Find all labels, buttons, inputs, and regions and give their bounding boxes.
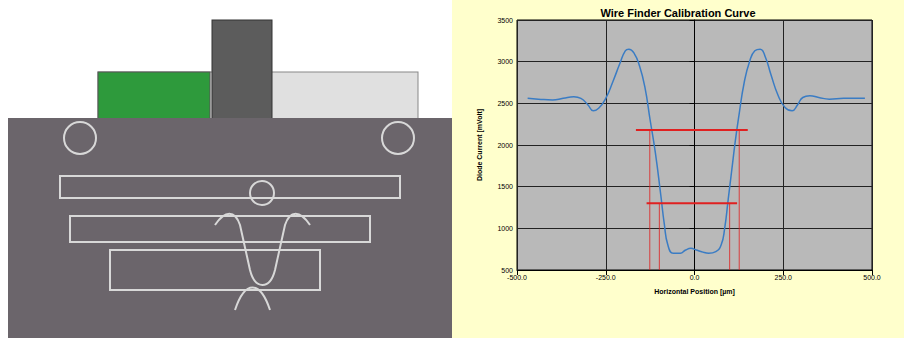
svg-text:-500.0: -500.0 xyxy=(507,274,527,281)
svg-text:2000: 2000 xyxy=(497,142,513,149)
svg-text:Horizontal Position [µm]: Horizontal Position [µm] xyxy=(654,288,735,296)
svg-text:1000: 1000 xyxy=(497,225,513,232)
svg-text:3000: 3000 xyxy=(497,58,513,65)
svg-text:0.0: 0.0 xyxy=(690,274,700,281)
svg-text:500.0: 500.0 xyxy=(863,274,881,281)
svg-text:3500: 3500 xyxy=(497,17,513,24)
svg-text:1500: 1500 xyxy=(497,183,513,190)
svg-text:-250.0: -250.0 xyxy=(596,274,616,281)
svg-text:250.0: 250.0 xyxy=(774,274,792,281)
svg-text:Diode Current [mVolt]: Diode Current [mVolt] xyxy=(476,109,484,181)
svg-text:Wire Finder Calibration Curve: Wire Finder Calibration Curve xyxy=(600,7,755,19)
svg-text:2500: 2500 xyxy=(497,100,513,107)
svg-text:500: 500 xyxy=(501,267,513,274)
